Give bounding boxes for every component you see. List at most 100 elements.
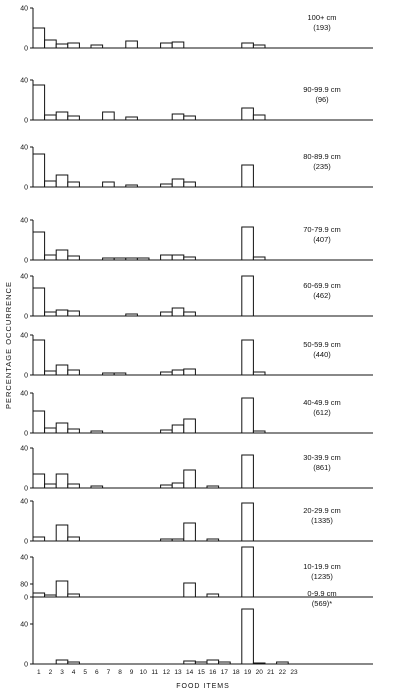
bar-4: [67, 310, 80, 317]
panel-n: (440): [313, 350, 331, 359]
panel-1: 0 40 100+ cm(193): [20, 6, 373, 53]
y-tick-label: 40: [20, 499, 28, 506]
bar-10: [136, 257, 150, 261]
bar-16: [206, 659, 220, 665]
bar-14: [183, 522, 196, 542]
bar-13: [171, 113, 185, 121]
y-tick-label: 40: [20, 555, 28, 562]
x-tick-label: 15: [198, 669, 206, 676]
y-tick-label: 40: [20, 446, 28, 453]
bar-19: [241, 546, 254, 598]
bar-15: [194, 661, 208, 665]
bar-14: [183, 368, 196, 376]
y-tick-label: 0: [24, 539, 28, 546]
panel-label: 70-79.9 cm: [303, 225, 341, 234]
panel-label: 20-29.9 cm: [303, 506, 341, 515]
bar-12: [160, 429, 173, 434]
panel-n: (1235): [311, 572, 333, 581]
bar-20: [252, 371, 266, 376]
bar-1: [32, 27, 46, 49]
panel-label: 80-89.9 cm: [303, 152, 341, 161]
bar-13: [171, 307, 185, 317]
bar-2: [44, 254, 57, 261]
bar-3: [55, 524, 69, 542]
panel-label: 0-9.9 cm: [307, 589, 336, 598]
bar-6: [90, 485, 104, 489]
bar-1: [32, 287, 46, 317]
bar-19: [241, 339, 254, 376]
bar-3: [55, 174, 69, 188]
bar-6: [90, 44, 104, 49]
y-tick-label: 0: [24, 373, 28, 380]
x-tick-label: 14: [186, 669, 194, 676]
bar-3: [55, 111, 69, 121]
x-tick-label: 22: [279, 669, 287, 676]
bar-3: [55, 659, 69, 665]
bar-4: [67, 369, 80, 376]
bar-19: [241, 42, 254, 49]
bar-19: [241, 226, 254, 261]
bar-4: [67, 181, 80, 188]
bar-3: [55, 580, 69, 598]
panel-2: 0 40 90-99.9 cm(96): [20, 78, 373, 125]
bar-13: [171, 41, 185, 49]
bar-7: [102, 257, 115, 261]
y-tick-label: 40: [20, 218, 28, 225]
panel-label: 10-19.9 cm: [303, 562, 341, 571]
bar-14: [183, 256, 196, 261]
bar-7: [102, 181, 115, 188]
x-tick-label: 5: [83, 669, 87, 676]
y-tick-label: 0: [24, 662, 28, 669]
bar-2: [44, 39, 57, 49]
bar-2: [44, 180, 57, 188]
y-tick-label: 0: [24, 258, 28, 265]
panel-n: (612): [313, 408, 331, 417]
bar-19: [241, 454, 254, 489]
bar-20: [252, 662, 266, 665]
bar-1: [32, 231, 46, 261]
x-tick-label: 7: [107, 669, 111, 676]
x-tick-label: 3: [60, 669, 64, 676]
bar-1: [32, 473, 46, 489]
bar-9: [125, 257, 138, 261]
bar-12: [160, 183, 173, 188]
panel-label: 50-59.9 cm: [303, 340, 341, 349]
bar-20: [252, 256, 266, 261]
bar-9: [125, 184, 138, 188]
bar-12: [160, 311, 173, 317]
x-tick-label: 8: [118, 669, 122, 676]
bar-19: [241, 275, 254, 317]
bar-1: [32, 84, 46, 121]
bar-2: [44, 114, 57, 121]
x-tick-label: 12: [163, 669, 171, 676]
panel-n: (96): [315, 95, 329, 104]
y-tick-label: 0: [24, 595, 28, 602]
bar-4: [67, 115, 80, 121]
bar-3: [55, 422, 69, 434]
panel-n: (861): [313, 463, 331, 472]
bar-1: [32, 339, 46, 376]
bar-2: [44, 427, 57, 434]
bar-12: [160, 538, 173, 542]
y-tick-label: 40: [20, 6, 28, 13]
bar-14: [183, 311, 196, 317]
bar-20: [252, 430, 266, 434]
bar-9: [125, 313, 138, 317]
bar-14: [183, 660, 196, 665]
bar-1: [32, 410, 46, 434]
bar-2: [44, 370, 57, 376]
y-tick-label: 40: [20, 78, 28, 85]
bar-4: [67, 593, 80, 598]
bar-2: [44, 311, 57, 317]
x-tick-label: 4: [72, 669, 76, 676]
bar-12: [160, 254, 173, 261]
bar-8: [113, 372, 127, 376]
bar-4: [67, 428, 80, 434]
bar-4: [67, 255, 80, 261]
bar-14: [183, 418, 196, 434]
y-tick-label: 40: [20, 622, 28, 629]
bar-2: [44, 594, 57, 598]
bar-13: [171, 424, 185, 434]
